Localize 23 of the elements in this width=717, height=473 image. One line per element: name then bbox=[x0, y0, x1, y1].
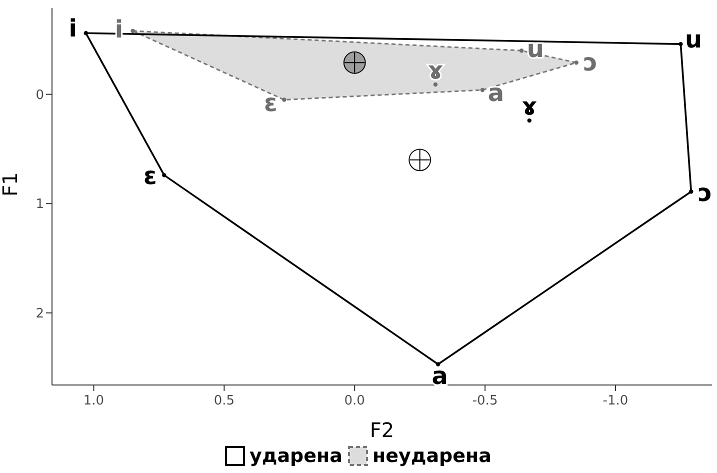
x-tick-label: -1.0 bbox=[602, 394, 628, 409]
data-label: ɛ bbox=[264, 89, 278, 118]
data-label: ɛ bbox=[144, 162, 157, 190]
data-label: a bbox=[432, 362, 448, 390]
data-label: ɔ bbox=[583, 48, 598, 76]
data-label: i bbox=[68, 14, 78, 43]
x-axis-title: F2 bbox=[370, 418, 394, 442]
x-tick-label: 0.0 bbox=[344, 394, 365, 409]
x-tick-label: -0.5 bbox=[472, 394, 498, 409]
data-label: u bbox=[526, 35, 544, 64]
data-label: ɤ bbox=[522, 92, 538, 121]
y-tick-label: 1 bbox=[36, 197, 44, 212]
legend-label: неударена bbox=[372, 445, 492, 467]
y-tick-label: 0 bbox=[36, 88, 44, 103]
y-tick-label: 2 bbox=[36, 306, 44, 322]
data-label: u bbox=[684, 25, 702, 54]
y-axis-title: F1 bbox=[0, 172, 22, 196]
legend-label: ударена bbox=[249, 445, 342, 467]
data-label: ɤ bbox=[428, 56, 444, 84]
data-label: a bbox=[488, 79, 504, 108]
data-label: ɔ bbox=[698, 178, 712, 207]
x-tick-label: 1.0 bbox=[83, 394, 104, 409]
x-tick-label: 0.5 bbox=[214, 394, 235, 409]
